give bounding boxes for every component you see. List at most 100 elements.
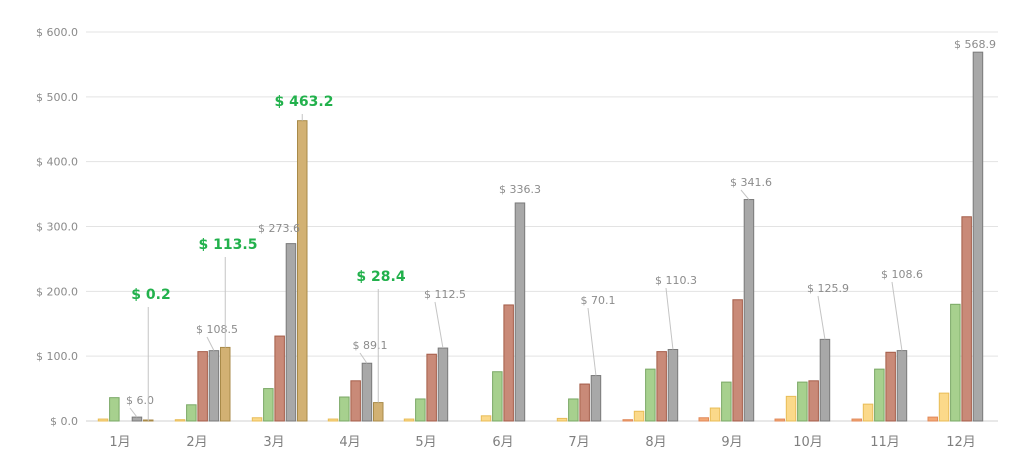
bar xyxy=(972,51,984,422)
bar xyxy=(698,417,709,422)
leader-line xyxy=(129,407,138,418)
bar xyxy=(938,392,950,422)
bar xyxy=(874,368,885,422)
bar xyxy=(285,243,297,422)
y-tick-label: $ 300.0 xyxy=(36,221,78,234)
data-label: $ 112.5 xyxy=(424,288,466,301)
x-tick-label: 8月 xyxy=(645,435,666,450)
bar xyxy=(492,371,503,422)
bar xyxy=(437,347,449,422)
x-tick-label: 1月 xyxy=(109,435,130,450)
bar xyxy=(808,380,819,422)
x-tick-label: 2月 xyxy=(186,435,207,450)
data-label: $ 341.6 xyxy=(730,176,772,189)
leader-line xyxy=(434,301,444,349)
data-label: $ 336.3 xyxy=(499,183,541,196)
data-label-highlight: $ 28.4 xyxy=(356,269,405,285)
axis-layer: $ 0.0 $ 100.0 $ 200.0 $ 300.0 $ 400.0 $ 500.0… xyxy=(36,26,976,450)
bar xyxy=(568,398,579,422)
y-tick-label: $ 400.0 xyxy=(36,156,78,169)
x-tick-label: 12月 xyxy=(946,435,976,450)
bar xyxy=(896,350,908,422)
bar xyxy=(220,346,231,422)
x-tick-label: 5月 xyxy=(415,435,436,450)
bar xyxy=(174,419,186,422)
data-label: $ 125.9 xyxy=(807,282,849,295)
x-tick-label: 9月 xyxy=(721,435,742,450)
bar xyxy=(131,416,143,422)
bar xyxy=(503,304,514,422)
grid-layer xyxy=(86,31,998,422)
y-tick-label: $ 0.0 xyxy=(50,415,78,428)
x-tick-label: 7月 xyxy=(568,435,589,450)
bar xyxy=(339,396,350,422)
bar xyxy=(785,395,797,422)
bar xyxy=(361,362,373,422)
bar xyxy=(197,351,208,422)
bar xyxy=(851,418,862,422)
leader-line xyxy=(740,189,750,200)
bar xyxy=(327,418,339,422)
bar xyxy=(774,418,785,422)
bar xyxy=(633,410,645,422)
bar xyxy=(208,350,220,422)
bar xyxy=(862,403,874,422)
leader-line xyxy=(587,307,597,376)
bar xyxy=(927,416,938,422)
bar xyxy=(885,351,896,422)
y-tick-label: $ 100.0 xyxy=(36,350,78,363)
x-tick-label: 10月 xyxy=(793,435,823,450)
data-label: $ 6.0 xyxy=(126,394,154,407)
bar xyxy=(622,419,633,422)
bar xyxy=(667,348,679,422)
leader-line xyxy=(891,281,903,351)
leader-line xyxy=(206,336,215,351)
data-label-highlight: $ 463.2 xyxy=(275,94,334,110)
data-label: $ 108.5 xyxy=(196,323,238,336)
bar xyxy=(556,417,568,422)
bar xyxy=(797,381,808,422)
x-tick-label: 6月 xyxy=(492,435,513,450)
bar xyxy=(186,404,197,422)
data-label: $ 110.3 xyxy=(655,274,697,287)
bar xyxy=(721,381,732,422)
bar xyxy=(263,388,274,422)
bar xyxy=(709,407,721,422)
leader-line xyxy=(359,352,368,364)
bar xyxy=(403,418,415,422)
bar xyxy=(579,383,590,422)
data-label: $ 568.9 xyxy=(954,38,996,51)
data-label: $ 273.6 xyxy=(258,222,300,235)
labels-layer: $ 6.0 $ 108.5 $ 273.6 $ 89.1 $ 112.5 $ 336.3 $… xyxy=(126,38,996,421)
bar xyxy=(950,303,961,422)
data-label-highlight: $ 113.5 xyxy=(199,237,258,253)
bar xyxy=(732,299,743,422)
x-tick-label: 3月 xyxy=(263,435,284,450)
y-tick-label: $ 600.0 xyxy=(36,26,78,39)
bar xyxy=(415,398,426,422)
bar xyxy=(426,353,437,422)
x-tick-label: 11月 xyxy=(870,435,900,450)
leader-line xyxy=(817,295,826,340)
bar xyxy=(514,202,526,422)
bar xyxy=(251,417,263,422)
bar xyxy=(590,375,602,422)
leader-line xyxy=(665,287,674,350)
data-label-highlight: $ 0.2 xyxy=(131,287,170,303)
bar xyxy=(274,335,285,422)
data-label: $ 70.1 xyxy=(581,294,616,307)
bars-layer xyxy=(97,51,984,422)
y-tick-label: $ 500.0 xyxy=(36,91,78,104)
bar xyxy=(350,380,361,422)
bar xyxy=(961,216,972,422)
bar xyxy=(656,351,667,422)
bar xyxy=(373,402,384,422)
data-label: $ 108.6 xyxy=(881,268,923,281)
bar xyxy=(645,368,656,422)
data-label: $ 89.1 xyxy=(353,339,388,352)
bar xyxy=(819,338,831,422)
bar xyxy=(480,415,492,422)
bar xyxy=(97,418,109,422)
